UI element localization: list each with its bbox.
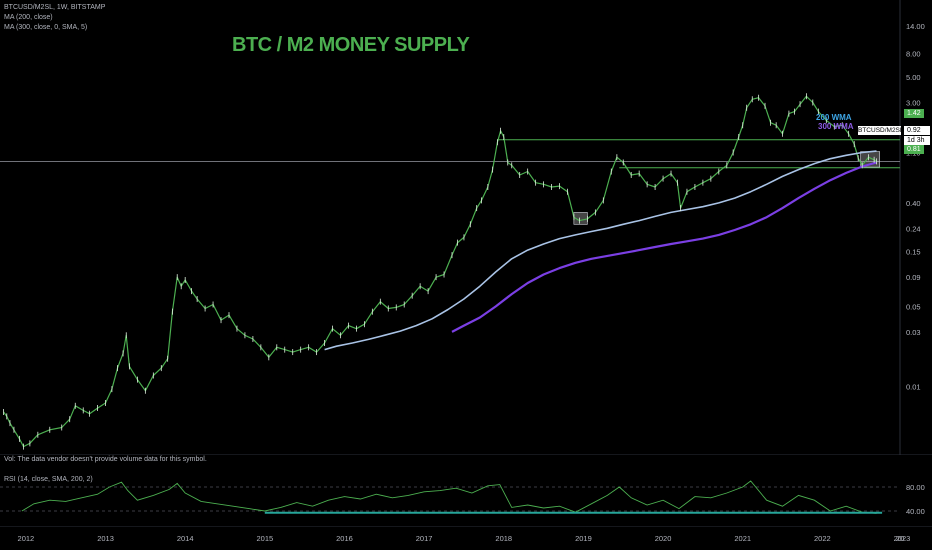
y-tick-label-7: 0.15 [906, 248, 921, 257]
bar-countdown-label: 1d 3h [904, 136, 930, 145]
horizontal-levels [497, 139, 900, 169]
rsi-tick-label-0: 80.00 [906, 483, 925, 492]
ma300-legend[interactable]: MA (300, close, 0, SMA, 5) [4, 24, 88, 31]
ma200-annotation: 200 WMA [816, 113, 852, 122]
x-tick-label-10: 2022 [814, 534, 831, 543]
rsi-line-0 [21, 480, 877, 514]
rsi-background [0, 471, 900, 526]
volume-note: Vol: The data vendor doesn't provide vol… [4, 456, 207, 463]
y-tick-label-3: 3.00 [906, 98, 921, 107]
y-tick-label-0: 14.00 [906, 22, 925, 31]
x-tick-label-5: 2017 [416, 534, 433, 543]
x-tick-label-7: 2019 [575, 534, 592, 543]
y-tick-label-5: 0.40 [906, 199, 921, 208]
y-tick-label-1: 8.00 [906, 50, 921, 59]
y-tick-label-10: 0.03 [906, 328, 921, 337]
x-tick-label-0: 2012 [18, 534, 35, 543]
x-tick-label-8: 2020 [655, 534, 672, 543]
series-line-2 [451, 161, 877, 333]
series-line-1 [324, 150, 877, 351]
symbol-legend[interactable]: BTCUSD/M2SL, 1W, BITSTAMP [4, 4, 106, 11]
series-line-0 [3, 95, 877, 448]
rsi-tick-label-1: 40.00 [906, 507, 925, 516]
time-axis[interactable]: 2012 2013 2014 2015 2016 2017 2018 2019 2020 2021… [0, 526, 932, 550]
price-axis[interactable]: 14.008.005.003.001.800.400.240.150.090.0… [906, 22, 925, 392]
grid-lines [0, 0, 932, 455]
chart-legend: BTCUSD/M2SL, 1W, BITSTAMP MA (200, close… [4, 3, 105, 33]
x-tick-label-1: 2013 [97, 534, 114, 543]
chart-title: BTC / M2 MONEY SUPPLY [232, 34, 470, 56]
symbol-price-tag: BTCUSD/M2SL [858, 126, 904, 135]
last-price-label: 0.92 [904, 126, 930, 135]
x-tick-label-2: 2014 [177, 534, 194, 543]
rsi-axis: 80.00 40.00 [906, 483, 925, 516]
y-tick-label-6: 0.24 [906, 224, 921, 233]
x-tick-label-3: 2015 [256, 534, 273, 543]
y-tick-label-8: 0.09 [906, 273, 921, 282]
rsi-legend[interactable]: RSI (14, close, SMA, 200, 2) [4, 476, 93, 483]
x-tick-label-12: 20 [896, 534, 904, 543]
rsi-lines [21, 480, 883, 514]
level-badge-lower: 0.81 [904, 145, 924, 154]
series-lines [3, 93, 877, 450]
ma200-legend[interactable]: MA (200, close) [4, 14, 53, 21]
x-tick-label-11: 2023 [894, 534, 911, 543]
y-tick-label-9: 0.05 [906, 302, 921, 311]
rsi-reference-lines [0, 471, 900, 526]
x-tick-label-6: 2018 [495, 534, 512, 543]
y-tick-label-2: 5.00 [906, 73, 921, 82]
ma300-annotation: 300 WMA [818, 122, 854, 131]
main-price-chart[interactable]: 14.008.005.003.001.800.400.240.150.090.0… [0, 0, 932, 455]
y-tick-label-11: 0.01 [906, 383, 921, 392]
rsi-pane[interactable]: 80.00 40.00 [0, 471, 932, 526]
level-badge-upper: 1.42 [904, 109, 924, 118]
x-tick-label-4: 2016 [336, 534, 353, 543]
x-tick-label-9: 2021 [734, 534, 751, 543]
